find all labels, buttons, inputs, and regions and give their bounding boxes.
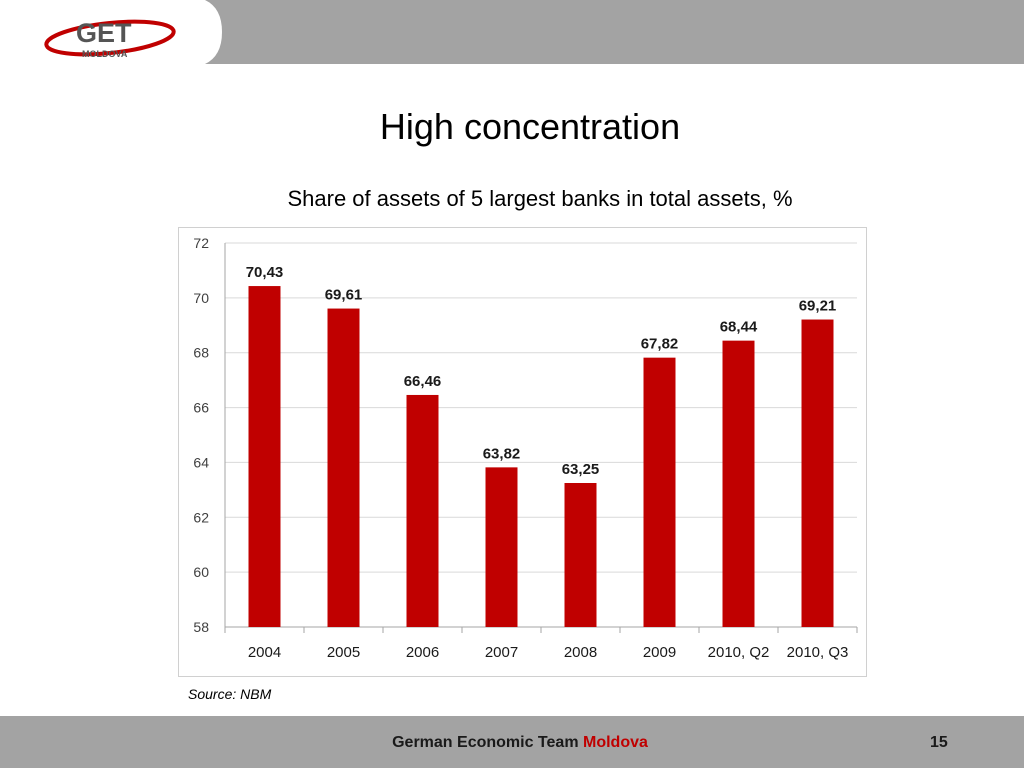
data-label: 67,82 [641, 336, 679, 353]
logo-main-text: GET [76, 18, 132, 48]
x-tick-label: 2005 [327, 644, 360, 661]
get-moldova-logo: GET MOLDOVA [0, 0, 222, 64]
bar [406, 394, 439, 627]
bar [801, 319, 834, 627]
y-tick-label: 60 [193, 564, 209, 580]
bar [327, 308, 360, 627]
bar [248, 286, 281, 627]
x-tick-label: 2007 [485, 644, 518, 661]
y-tick-label: 70 [193, 290, 209, 306]
y-tick-label: 64 [193, 454, 209, 470]
x-tick-label: 2006 [406, 644, 439, 661]
y-tick-label: 68 [193, 345, 209, 361]
data-label: 69,61 [325, 287, 363, 304]
bar [643, 357, 676, 627]
x-tick-label: 2009 [643, 644, 676, 661]
logo-sub-text: MOLDOVA [82, 49, 128, 59]
data-label: 69,21 [799, 298, 837, 315]
bar-chart: 58 60 62 64 66 68 70 72 70,43 2004 69,61 2005 66,46 2… [193, 235, 858, 661]
footer-team: German Economic Team [392, 734, 579, 751]
y-tick-label: 72 [193, 235, 209, 251]
x-tick-label: 2010, Q2 [708, 644, 770, 661]
data-label: 63,82 [483, 445, 521, 462]
slide-title: High concentration [379, 106, 681, 147]
footer-text: German Economic Team Moldova [0, 734, 1024, 752]
chart-title: Share of assets of 5 largest banks in to… [287, 186, 793, 211]
footer-accent: Moldova [583, 734, 648, 751]
bar [485, 467, 518, 627]
x-tick-label: 2004 [248, 644, 281, 661]
data-label: 66,46 [404, 373, 442, 390]
x-tick-label: 2010, Q3 [787, 644, 849, 661]
bar [564, 483, 597, 627]
y-tick-label: 62 [193, 509, 209, 525]
y-tick-label: 66 [193, 400, 209, 416]
bar [722, 340, 755, 627]
data-label: 70,43 [246, 264, 284, 281]
chart-container: 58 60 62 64 66 68 70 72 70,43 2004 69,61 2005 66,46 2… [178, 227, 867, 677]
x-tick-label: 2008 [564, 644, 597, 661]
footer-band [0, 716, 1024, 768]
page-number: 15 [930, 734, 948, 751]
source-note: Source: NBM [188, 686, 272, 702]
data-label: 63,25 [562, 461, 600, 478]
y-tick-label: 58 [193, 619, 209, 635]
data-label: 68,44 [720, 319, 758, 336]
